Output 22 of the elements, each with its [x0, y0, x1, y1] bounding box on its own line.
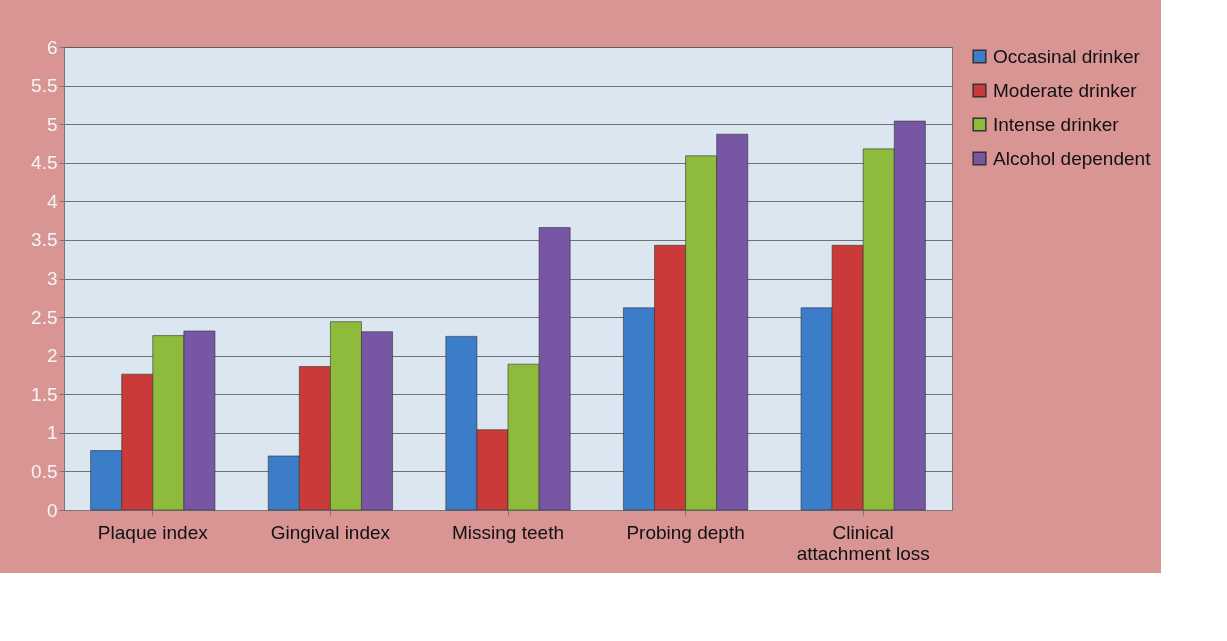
y-tick-label: 1.5 [31, 383, 58, 405]
legend-label: Moderate drinker [993, 79, 1138, 101]
y-tick-label: 1 [46, 422, 58, 444]
y-tick-label: 5 [46, 113, 58, 135]
y-tick-label: 0 [46, 499, 58, 521]
y-tick-label: 2 [46, 345, 58, 367]
y-tick-label: 3.5 [31, 229, 58, 251]
y-tick-label: 2.5 [31, 306, 58, 328]
y-tick-label: 4.5 [31, 152, 58, 174]
x-tick-label: Gingival index [270, 521, 391, 543]
legend-label: Alcohol dependent [993, 147, 1152, 169]
x-tick-label: Plaque index [97, 521, 209, 543]
x-tick-label: Missing teeth [452, 521, 564, 543]
y-tick-label: 6 [46, 36, 58, 58]
y-tick-label: 5.5 [31, 75, 58, 97]
y-tick-label: 4 [46, 190, 58, 212]
legend-label: Intense drinker [993, 113, 1120, 135]
x-tick-label: Probing depth [626, 521, 745, 543]
legend-label: Occasinal drinker [993, 45, 1141, 67]
y-tick-label: 3 [46, 268, 58, 289]
y-tick-label: 0.5 [31, 460, 58, 482]
x-tick-label: Clinical attachment loss [796, 521, 930, 564]
